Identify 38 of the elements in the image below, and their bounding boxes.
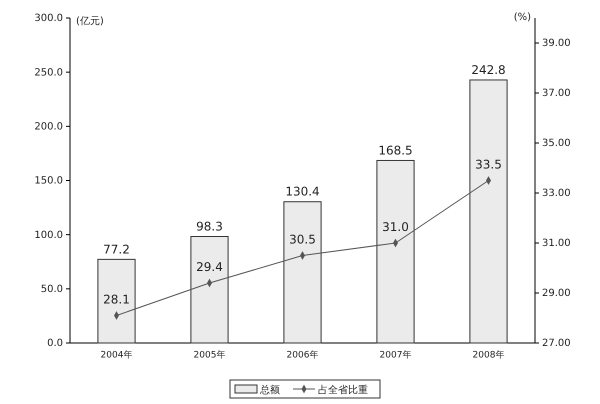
bar — [190, 236, 229, 344]
bar — [283, 201, 322, 344]
y2-tick-label: 27.00 — [542, 338, 571, 350]
y2-axis-title: (%) — [514, 12, 532, 23]
y-tick-label: 0.0 — [47, 338, 63, 350]
x-tick-label: 2006年 — [286, 349, 318, 360]
data-label: 29.4 — [196, 260, 223, 274]
x-tick-label: 2008年 — [472, 349, 504, 360]
y2-tick-label: 31.00 — [542, 238, 571, 250]
data-label: 77.2 — [103, 242, 130, 256]
y2-tick-label: 33.00 — [542, 188, 571, 200]
y-tick-label: 250.0 — [34, 67, 63, 78]
x-tick-label: 2005年 — [194, 349, 226, 360]
y2-tick-label: 39.00 — [542, 38, 571, 50]
legend-label: 总额 — [259, 384, 280, 396]
y-tick-label: 100.0 — [34, 230, 63, 241]
y2-tick-label: 35.00 — [542, 138, 571, 150]
x-tick-label: 2007年 — [380, 349, 412, 360]
y-tick-label: 300.0 — [34, 13, 63, 24]
data-label: 28.1 — [103, 292, 130, 306]
data-label: 98.3 — [196, 220, 223, 234]
y-tick-label: 200.0 — [34, 122, 63, 133]
data-label: 30.5 — [289, 232, 316, 246]
data-label: 168.5 — [378, 143, 413, 158]
bar — [97, 258, 136, 344]
y-tick-label: 50.0 — [40, 284, 63, 296]
y2-tick-label: 29.00 — [542, 288, 571, 300]
legend-label: 占全省比重 — [318, 384, 368, 396]
bar — [469, 79, 508, 344]
data-label: 33.5 — [475, 158, 502, 172]
y2-tick-label: 37.00 — [542, 88, 571, 100]
bar — [376, 160, 415, 344]
data-label: 242.8 — [471, 62, 506, 77]
data-label: 130.4 — [285, 184, 320, 199]
y-tick-label: 150.0 — [34, 176, 63, 187]
y-axis-title: (亿元) — [76, 16, 104, 27]
data-label: 31.0 — [382, 220, 409, 234]
x-tick-label: 2004年 — [100, 349, 132, 360]
